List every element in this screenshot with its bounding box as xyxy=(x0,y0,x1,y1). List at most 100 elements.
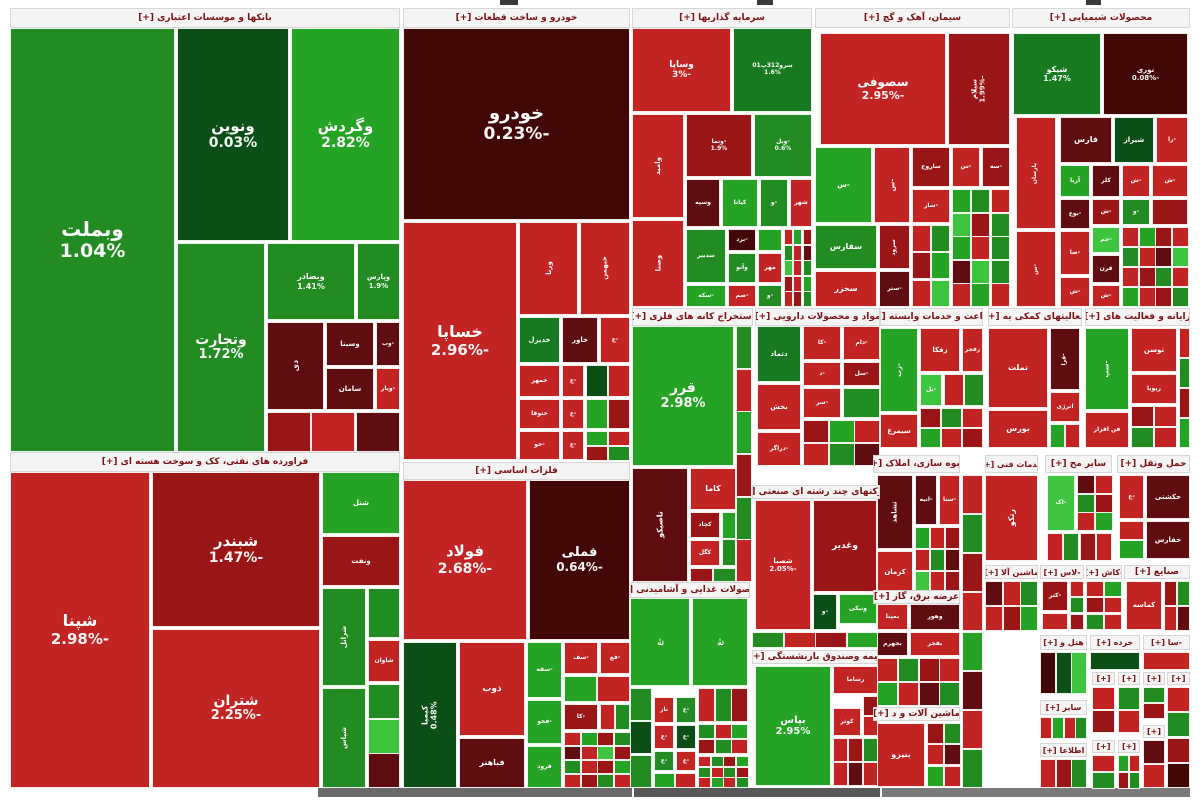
tile-cell[interactable] xyxy=(1092,772,1115,789)
tile[interactable]: -و xyxy=(760,179,788,227)
tile-cell[interactable] xyxy=(803,291,812,307)
tile[interactable]: -سل xyxy=(843,362,880,386)
tile-cell[interactable] xyxy=(939,658,960,682)
tile[interactable]: -خو xyxy=(519,431,560,460)
tile[interactable]: -فع xyxy=(600,642,630,674)
tile-cell[interactable] xyxy=(698,724,715,739)
tile-cell[interactable] xyxy=(877,658,898,682)
tile-cell[interactable] xyxy=(1179,388,1190,418)
sector-header[interactable]: [+] xyxy=(1118,740,1140,753)
tile[interactable]: ناز xyxy=(654,697,674,723)
tile[interactable]: شصبا -2.05% xyxy=(755,500,811,630)
tile-cell[interactable] xyxy=(1104,581,1122,597)
tile-cell[interactable] xyxy=(793,229,802,245)
tile-cell[interactable] xyxy=(919,682,940,706)
tile[interactable]: -کا xyxy=(564,704,598,730)
sector-header[interactable]: سایر [+] xyxy=(1040,700,1087,715)
tile-cell[interactable] xyxy=(1177,606,1190,631)
tile-cell[interactable] xyxy=(1167,712,1190,737)
tile-cell[interactable] xyxy=(736,756,749,767)
tile-cell[interactable] xyxy=(586,446,608,461)
tile[interactable]: -ع xyxy=(676,725,696,749)
tile[interactable]: شبندر -1.47% xyxy=(152,472,320,627)
tile[interactable]: -سکه xyxy=(686,285,726,307)
tile[interactable]: دی xyxy=(267,322,324,410)
tile-cell[interactable] xyxy=(581,760,598,774)
tile[interactable]: کاما xyxy=(690,468,736,510)
tile-cell[interactable] xyxy=(690,568,713,582)
tile[interactable]: -س xyxy=(1016,231,1056,307)
tile[interactable]: شپاس xyxy=(322,688,366,788)
tile[interactable]: کرمان xyxy=(877,551,913,593)
tile-cell[interactable] xyxy=(722,539,736,566)
tile[interactable]: فارس xyxy=(1060,117,1112,163)
sector-header[interactable]: مواد و محصولات دارویی [+] xyxy=(755,308,880,326)
tile-cell[interactable] xyxy=(944,723,961,744)
tile[interactable]: کیانا xyxy=(722,179,758,227)
tile-cell[interactable] xyxy=(1003,606,1021,631)
tile-cell[interactable] xyxy=(952,283,971,307)
tile-cell[interactable] xyxy=(1119,521,1144,540)
tile-cell[interactable] xyxy=(1167,738,1190,763)
tile-cell[interactable] xyxy=(920,428,941,448)
tile-cell[interactable] xyxy=(793,260,802,276)
tile[interactable]: کماسه xyxy=(1126,581,1162,630)
tile-cell[interactable] xyxy=(991,213,1010,237)
tile-cell[interactable] xyxy=(962,710,983,749)
tile[interactable]: رتکو xyxy=(985,475,1038,561)
sector-header[interactable]: [+] xyxy=(1143,725,1165,738)
sector-header[interactable]: فلزات اساسی [+] xyxy=(403,462,630,480)
tile-cell[interactable] xyxy=(952,260,971,284)
tile-cell[interactable] xyxy=(1179,418,1190,448)
tile-cell[interactable] xyxy=(1086,597,1104,613)
tile[interactable]: بپاس 2.95% xyxy=(755,666,831,786)
tile-cell[interactable] xyxy=(1077,512,1095,531)
tile-cell[interactable] xyxy=(833,762,848,786)
tile[interactable]: رساما xyxy=(833,666,878,694)
tile[interactable]: -د xyxy=(803,362,841,386)
tile-cell[interactable] xyxy=(803,245,812,261)
tile-cell[interactable] xyxy=(368,719,400,754)
tile-cell[interactable] xyxy=(912,252,931,279)
tile[interactable]: فرود xyxy=(527,746,562,788)
tile-cell[interactable] xyxy=(615,704,630,730)
tile-cell[interactable] xyxy=(1086,581,1104,597)
tile-cell[interactable] xyxy=(848,738,863,762)
tile-cell[interactable] xyxy=(1042,613,1068,630)
tile[interactable]: -س xyxy=(952,147,980,187)
tile-cell[interactable] xyxy=(731,688,748,722)
tile-cell[interactable] xyxy=(752,632,784,648)
tile-cell[interactable] xyxy=(715,724,732,739)
tile-cell[interactable] xyxy=(1155,267,1172,287)
tile-cell[interactable] xyxy=(803,276,812,292)
tile[interactable]: شیراز xyxy=(1114,117,1154,163)
tile-cell[interactable] xyxy=(597,746,614,760)
tile[interactable]: وغدیر xyxy=(813,500,877,592)
tile[interactable]: -دراگر xyxy=(757,432,801,466)
tile-cell[interactable] xyxy=(1065,424,1080,448)
tile-cell[interactable] xyxy=(847,632,879,648)
tile[interactable]: -فخو xyxy=(527,700,562,744)
tile-cell[interactable] xyxy=(1131,427,1154,448)
tile-cell[interactable] xyxy=(1139,287,1156,307)
tile-cell[interactable] xyxy=(1172,267,1189,287)
tile[interactable]: خدیزل xyxy=(519,317,560,363)
tile[interactable]: شهر xyxy=(790,179,812,227)
tile-cell[interactable] xyxy=(829,420,855,443)
tile[interactable]: -و xyxy=(1122,199,1150,225)
tile-cell[interactable] xyxy=(715,688,732,722)
tile-cell[interactable] xyxy=(1172,227,1189,247)
sector-header[interactable]: فراورده های نفتی، کک و سوخت هسته ای [+] xyxy=(10,452,400,472)
tile[interactable]: شتل xyxy=(322,472,400,534)
tile-cell[interactable] xyxy=(564,676,597,702)
tile-cell[interactable] xyxy=(784,260,793,276)
tile[interactable]: -بل xyxy=(920,374,942,406)
sector-header[interactable]: خودرو و ساخت قطعات [+] xyxy=(403,8,630,28)
tile-cell[interactable] xyxy=(581,732,598,746)
tile[interactable]: -وب xyxy=(376,322,400,366)
tile[interactable]: سخزر xyxy=(815,271,877,307)
tile-cell[interactable] xyxy=(630,755,652,788)
tile-cell[interactable] xyxy=(912,280,931,307)
tile-cell[interactable] xyxy=(597,760,614,774)
tile-cell[interactable] xyxy=(1129,772,1140,789)
